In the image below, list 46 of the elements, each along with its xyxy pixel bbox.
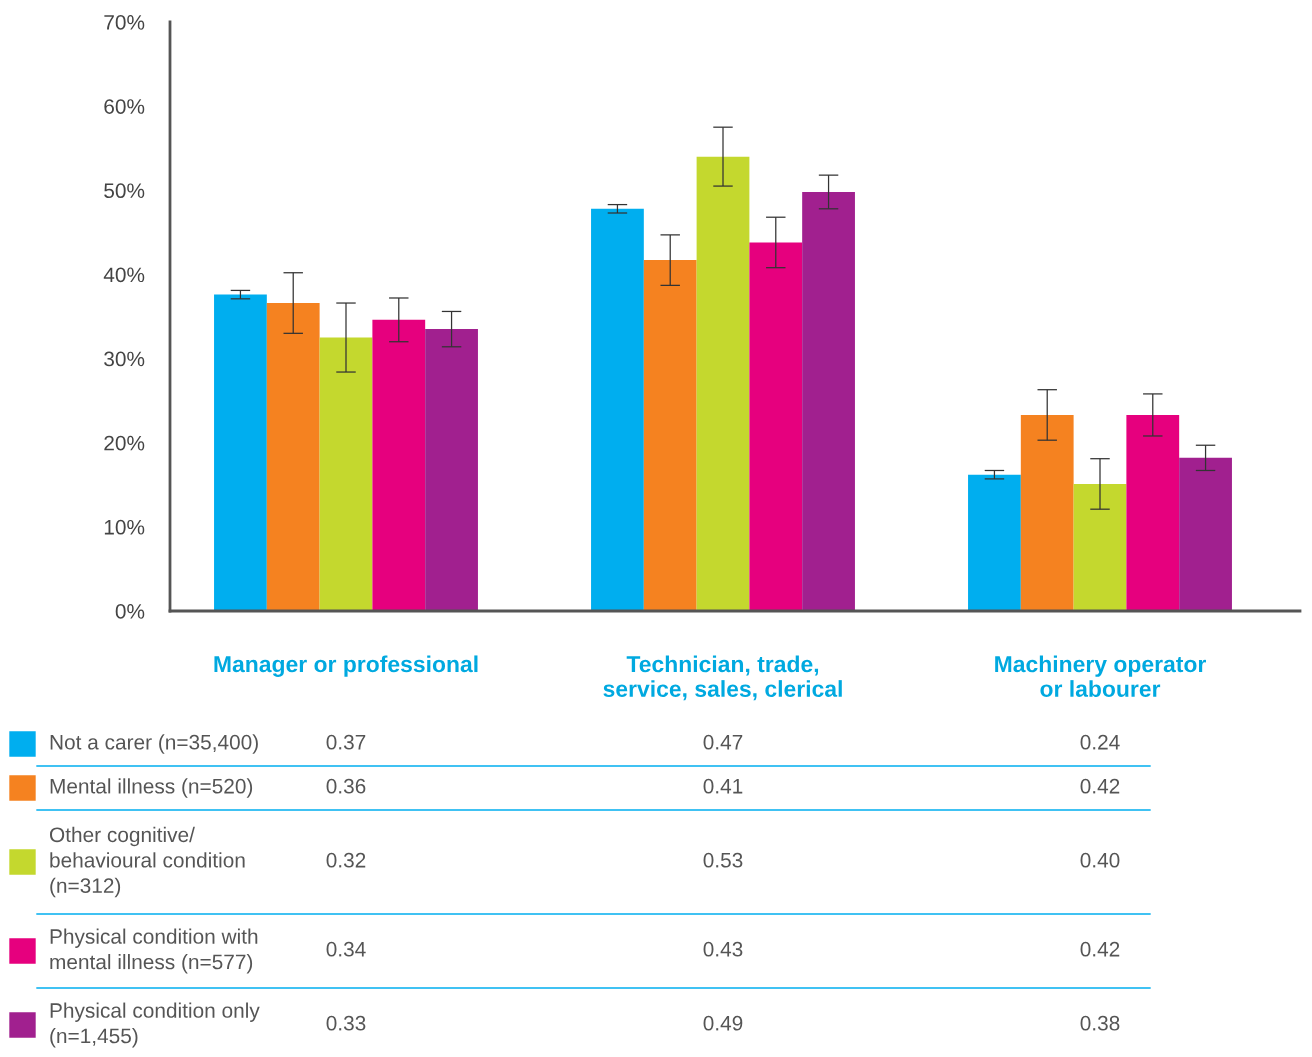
bar [372,319,426,611]
text: 0.43 [703,941,743,957]
bar [749,242,803,611]
legend-label: Physical condition with mental illness (n=577) [50,928,258,974]
y-tick-label: 20% [104,435,145,451]
text: 0.36 [326,778,366,794]
text: 0.34 [326,941,366,957]
text: 0.33 [326,1015,366,1031]
y-tick-label: 40% [103,267,145,283]
text: 0.32 [326,852,366,868]
bar [1179,457,1232,611]
text: 0.53 [703,852,743,868]
text: 0.47 [703,734,743,750]
y-tick-label: 30% [104,351,145,367]
bar [319,337,373,611]
text: 0.41 [703,778,743,794]
legend-label: Not a carer (n=35,400) [50,734,258,754]
text: 0.38 [1080,1015,1120,1031]
y-tick-label: 70% [104,15,145,30]
y-tick-label: 10% [104,519,145,535]
y-tick-label: 0% [115,604,145,619]
bar [1073,483,1127,611]
x-tick-label: Machinery operator or labourer [995,655,1206,697]
bar [214,294,267,611]
text: 0.24 [1080,734,1120,750]
x-tick-label: Technician, trade, service, sales, clerical [603,655,842,701]
text: 0.40 [1080,852,1120,868]
legend-label: Physical condition only (n=1,455) [50,1002,260,1048]
bar [643,260,697,611]
bar [802,191,855,611]
bar [1020,414,1074,611]
text: 0.42 [1080,778,1120,794]
legend-label: Other cognitive/ behavioural condition (n=312) [49,826,245,898]
bar [591,208,644,611]
text: 0.37 [326,734,366,750]
text: 0.49 [703,1015,743,1031]
bar [968,474,1021,611]
bar [1126,414,1180,611]
legend-label: Mental illness (n=520) [50,778,253,798]
y-tick-label: 60% [104,99,145,114]
text: 0.42 [1080,941,1120,957]
y-tick-label: 50% [104,183,145,199]
bar [425,329,478,611]
bar [266,303,320,611]
bar [696,156,750,611]
x-tick-label: Manager or professional [214,655,478,677]
